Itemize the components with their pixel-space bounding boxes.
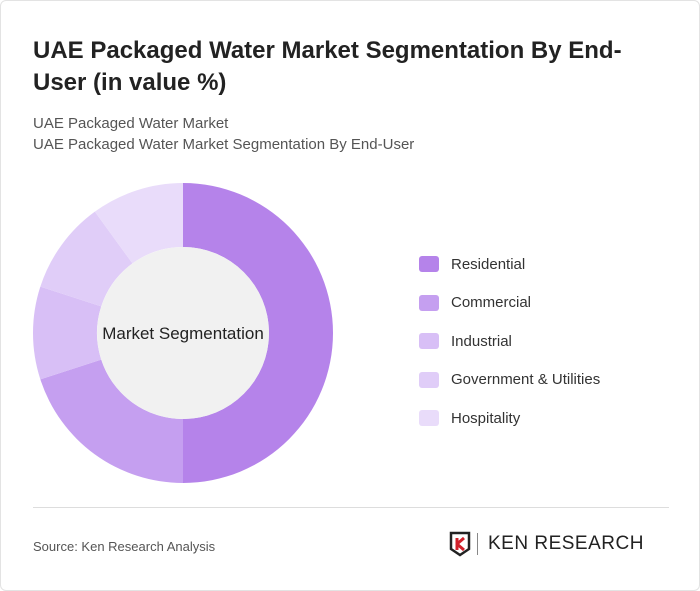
- chart-title: UAE Packaged Water Market Segmentation B…: [33, 37, 622, 96]
- subtitle-segmentation: UAE Packaged Water Market Segmentation B…: [33, 136, 415, 153]
- slice-residential: [183, 183, 333, 483]
- ken-research-logo: KEN RESEARCH: [449, 531, 644, 557]
- legend-swatch: [419, 294, 439, 311]
- legend-item: Government & Utilities: [419, 361, 600, 400]
- slice-hospitality: [94, 183, 183, 264]
- legend-item: Industrial: [419, 322, 600, 361]
- source-text: Source: Ken Research Analysis: [33, 539, 216, 554]
- slice-industrial: [33, 286, 102, 380]
- divider: [33, 507, 669, 508]
- legend-item: Residential: [419, 245, 600, 284]
- donut-center: [97, 247, 269, 419]
- legend: Residential Commercial Industrial Governmen…: [419, 245, 600, 438]
- legend-label: Government & Utilities: [451, 371, 601, 389]
- center-label: Market Segmentation: [102, 324, 264, 343]
- legend-swatch: [419, 410, 439, 427]
- subtitle-market: UAE Packaged Water Market: [33, 115, 229, 132]
- legend-swatch: [419, 256, 439, 273]
- ken-logo-icon: [449, 531, 471, 557]
- legend-item: Hospitality: [419, 399, 600, 438]
- legend-swatch: [419, 371, 439, 388]
- legend-label: Hospitality: [451, 409, 521, 427]
- legend-label: Residential: [451, 255, 526, 273]
- slice-government-utilities: [40, 211, 133, 307]
- legend-label: Industrial: [451, 332, 512, 350]
- legend-swatch: [419, 333, 439, 350]
- legend-label: Commercial: [451, 294, 532, 312]
- logo-text: KEN RESEARCH: [488, 533, 644, 554]
- legend-item: Commercial: [419, 284, 600, 323]
- slice-commercial: [40, 359, 183, 483]
